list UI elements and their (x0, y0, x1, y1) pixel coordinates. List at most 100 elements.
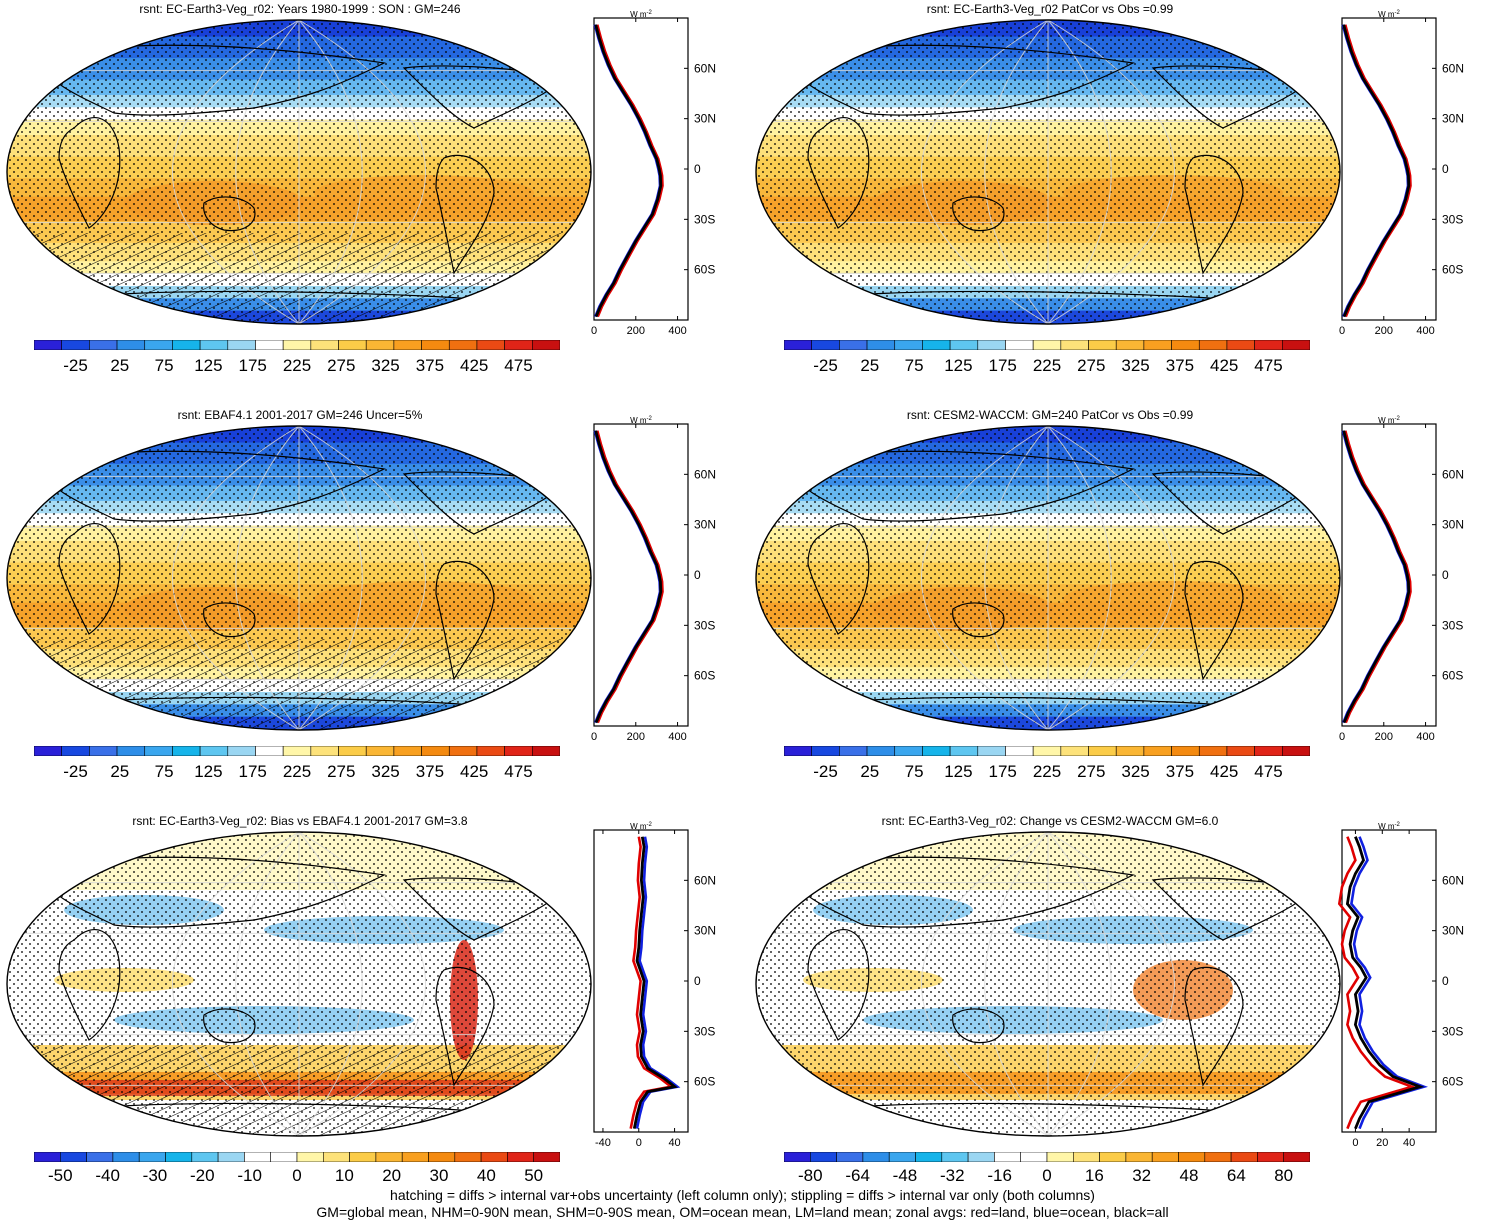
colorbar-swatch (217, 1152, 245, 1162)
panel-title-5: rsnt: EC-Earth3-Veg_r02: Bias vs EBAF4.1… (132, 814, 468, 828)
colorbar-swatch (61, 340, 90, 350)
colorbar-label: 0 (292, 1166, 302, 1185)
colorbar-swatch (401, 1152, 429, 1162)
colorbar-label: 475 (1254, 762, 1283, 781)
colorbar-swatch (310, 746, 339, 756)
colorbar-swatch (144, 340, 173, 350)
colorbar-swatch (480, 1152, 508, 1162)
colorbar-label: 425 (459, 356, 489, 375)
colorbar-label: 475 (504, 356, 533, 375)
colorbar-swatch (296, 1152, 324, 1162)
profile-lat-label: 60S (694, 669, 715, 683)
colorbar-swatch (421, 340, 450, 350)
colorbar-label: 275 (1077, 762, 1106, 781)
colorbar-label: 80 (1274, 1166, 1294, 1185)
colorbar-label: -80 (798, 1166, 823, 1185)
colorbar-swatch (116, 746, 146, 756)
profile-land-line (596, 430, 664, 724)
colorbar-swatch (504, 340, 533, 350)
colorbar-swatch (165, 1152, 193, 1162)
colorbar-label: 475 (504, 762, 533, 781)
footnote-hatching: hatching = diffs > internal var+obs unce… (390, 1187, 1095, 1203)
profile-lat-label: 30S (1442, 618, 1463, 632)
zonal-profile-2: W m-2 60N 30N 0 30S 60S 0 200 400 (1339, 10, 1464, 337)
colorbar-label: -64 (845, 1166, 870, 1185)
colorbar-label: 40 (476, 1166, 496, 1185)
colorbar-swatch (1178, 1152, 1206, 1162)
colorbar-label: -20 (190, 1166, 215, 1185)
colorbar-label: -50 (48, 1166, 73, 1185)
colorbar-label: 75 (154, 762, 174, 781)
colorbar-swatch (1198, 746, 1228, 756)
colorbar-swatch (862, 1152, 890, 1162)
profile-lat-label: 0 (694, 974, 701, 988)
profile-ocean-line (1350, 836, 1428, 1130)
colorbar-swatch (375, 1152, 403, 1162)
colorbar-swatch (977, 746, 1006, 756)
profile-units-label: W m-2 (630, 416, 652, 425)
colorbar-swatch (922, 340, 951, 350)
profile-units-label: W m-2 (630, 10, 652, 19)
colorbar-label: 75 (904, 762, 924, 781)
profile-all-line (594, 24, 663, 318)
profile-lat-label: 60N (694, 873, 716, 887)
colorbar-swatch (191, 1152, 219, 1162)
profile-land-line (1344, 430, 1412, 724)
colorbar-swatch (532, 340, 560, 350)
colorbar-swatch (1226, 746, 1255, 756)
colorbar-swatch (1072, 1152, 1100, 1162)
profile-lat-label: 30S (1442, 1024, 1463, 1038)
colorbar-swatch (836, 1152, 864, 1162)
colorbar-swatch (172, 340, 201, 350)
profile-x-tick-label: 200 (627, 731, 645, 743)
profile-lat-label: 30S (694, 212, 715, 226)
colorbar-swatch (894, 746, 923, 756)
colorbar-label: 325 (1121, 356, 1150, 375)
colorbar-swatch (244, 1152, 271, 1162)
profile-x-tick-label: 0 (1352, 1137, 1358, 1149)
panel-title-4: rsnt: CESM2-WACCM: GM=240 PatCor vs Obs … (906, 408, 1194, 422)
colorbar-swatch (34, 340, 62, 350)
profile-lat-label: 30N (694, 518, 716, 532)
colorbar-swatch (1282, 746, 1310, 756)
profile-all-line (632, 836, 678, 1129)
colorbar-swatch (533, 1152, 560, 1162)
profile-units-label: W m-2 (630, 822, 652, 831)
panel-title-6: rsnt: EC-Earth3-Veg_r02: Change vs CESM2… (881, 814, 1219, 828)
colorbar-swatch (1204, 1152, 1232, 1162)
colorbar-swatch (476, 340, 505, 350)
colorbar-swatch (1198, 340, 1228, 350)
colorbar-label: 16 (1084, 1166, 1104, 1185)
colorbar-label: -32 (940, 1166, 965, 1185)
colorbar-label: 125 (194, 356, 223, 375)
colorbar-swatch (949, 340, 979, 350)
colorbar-swatch (866, 340, 896, 350)
colorbar-labels-1: -25 25 75 125 175 225 275 325 375 425 475 (34, 356, 560, 378)
zonal-profile-3: W m-2 60N 30N 0 30S 60S 0 200 400 (591, 416, 716, 743)
colorbar-swatch (393, 340, 422, 350)
profile-x-tick-label: 40 (668, 1137, 680, 1149)
colorbar-swatch (454, 1152, 482, 1162)
profile-lat-label: 60S (1442, 263, 1463, 277)
footnote-legend: GM=global mean, NHM=0-90N mean, SHM=0-90… (316, 1204, 1169, 1220)
colorbar-swatch (949, 746, 979, 756)
profile-lat-label: 60S (1442, 1075, 1463, 1089)
colorbar-swatch (338, 340, 367, 350)
colorbar-label: 275 (327, 356, 356, 375)
colorbar-swatch (941, 1152, 969, 1162)
profile-lat-label: 30S (694, 1024, 715, 1038)
colorbar-label: 325 (1121, 762, 1150, 781)
colorbar-swatch (1099, 1152, 1127, 1162)
profile-x-tick-label: 200 (1375, 731, 1393, 743)
profile-all-line (1342, 24, 1411, 318)
colorbar-swatch (34, 746, 62, 756)
colorbar-swatch (507, 1152, 534, 1162)
profile-lat-label: 0 (694, 568, 701, 582)
colorbar-label: -40 (95, 1166, 120, 1185)
colorbar-label: 225 (282, 762, 312, 781)
profile-lat-label: 60S (694, 1075, 715, 1089)
colorbar-swatch (86, 1152, 114, 1162)
profile-land-line (1337, 836, 1416, 1130)
colorbar-swatch (1032, 746, 1062, 756)
colorbar-swatch (967, 1152, 995, 1162)
